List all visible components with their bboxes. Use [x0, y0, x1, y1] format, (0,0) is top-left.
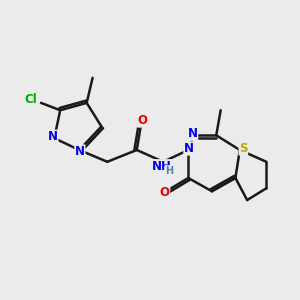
Text: N: N — [48, 130, 58, 143]
Text: O: O — [160, 186, 170, 199]
Text: H: H — [165, 166, 173, 176]
Text: N: N — [188, 127, 198, 140]
Text: O: O — [138, 114, 148, 127]
Text: S: S — [239, 142, 248, 155]
Text: N: N — [184, 142, 194, 155]
Text: N: N — [75, 145, 85, 158]
Text: Cl: Cl — [24, 93, 37, 106]
Text: NH: NH — [152, 160, 172, 173]
